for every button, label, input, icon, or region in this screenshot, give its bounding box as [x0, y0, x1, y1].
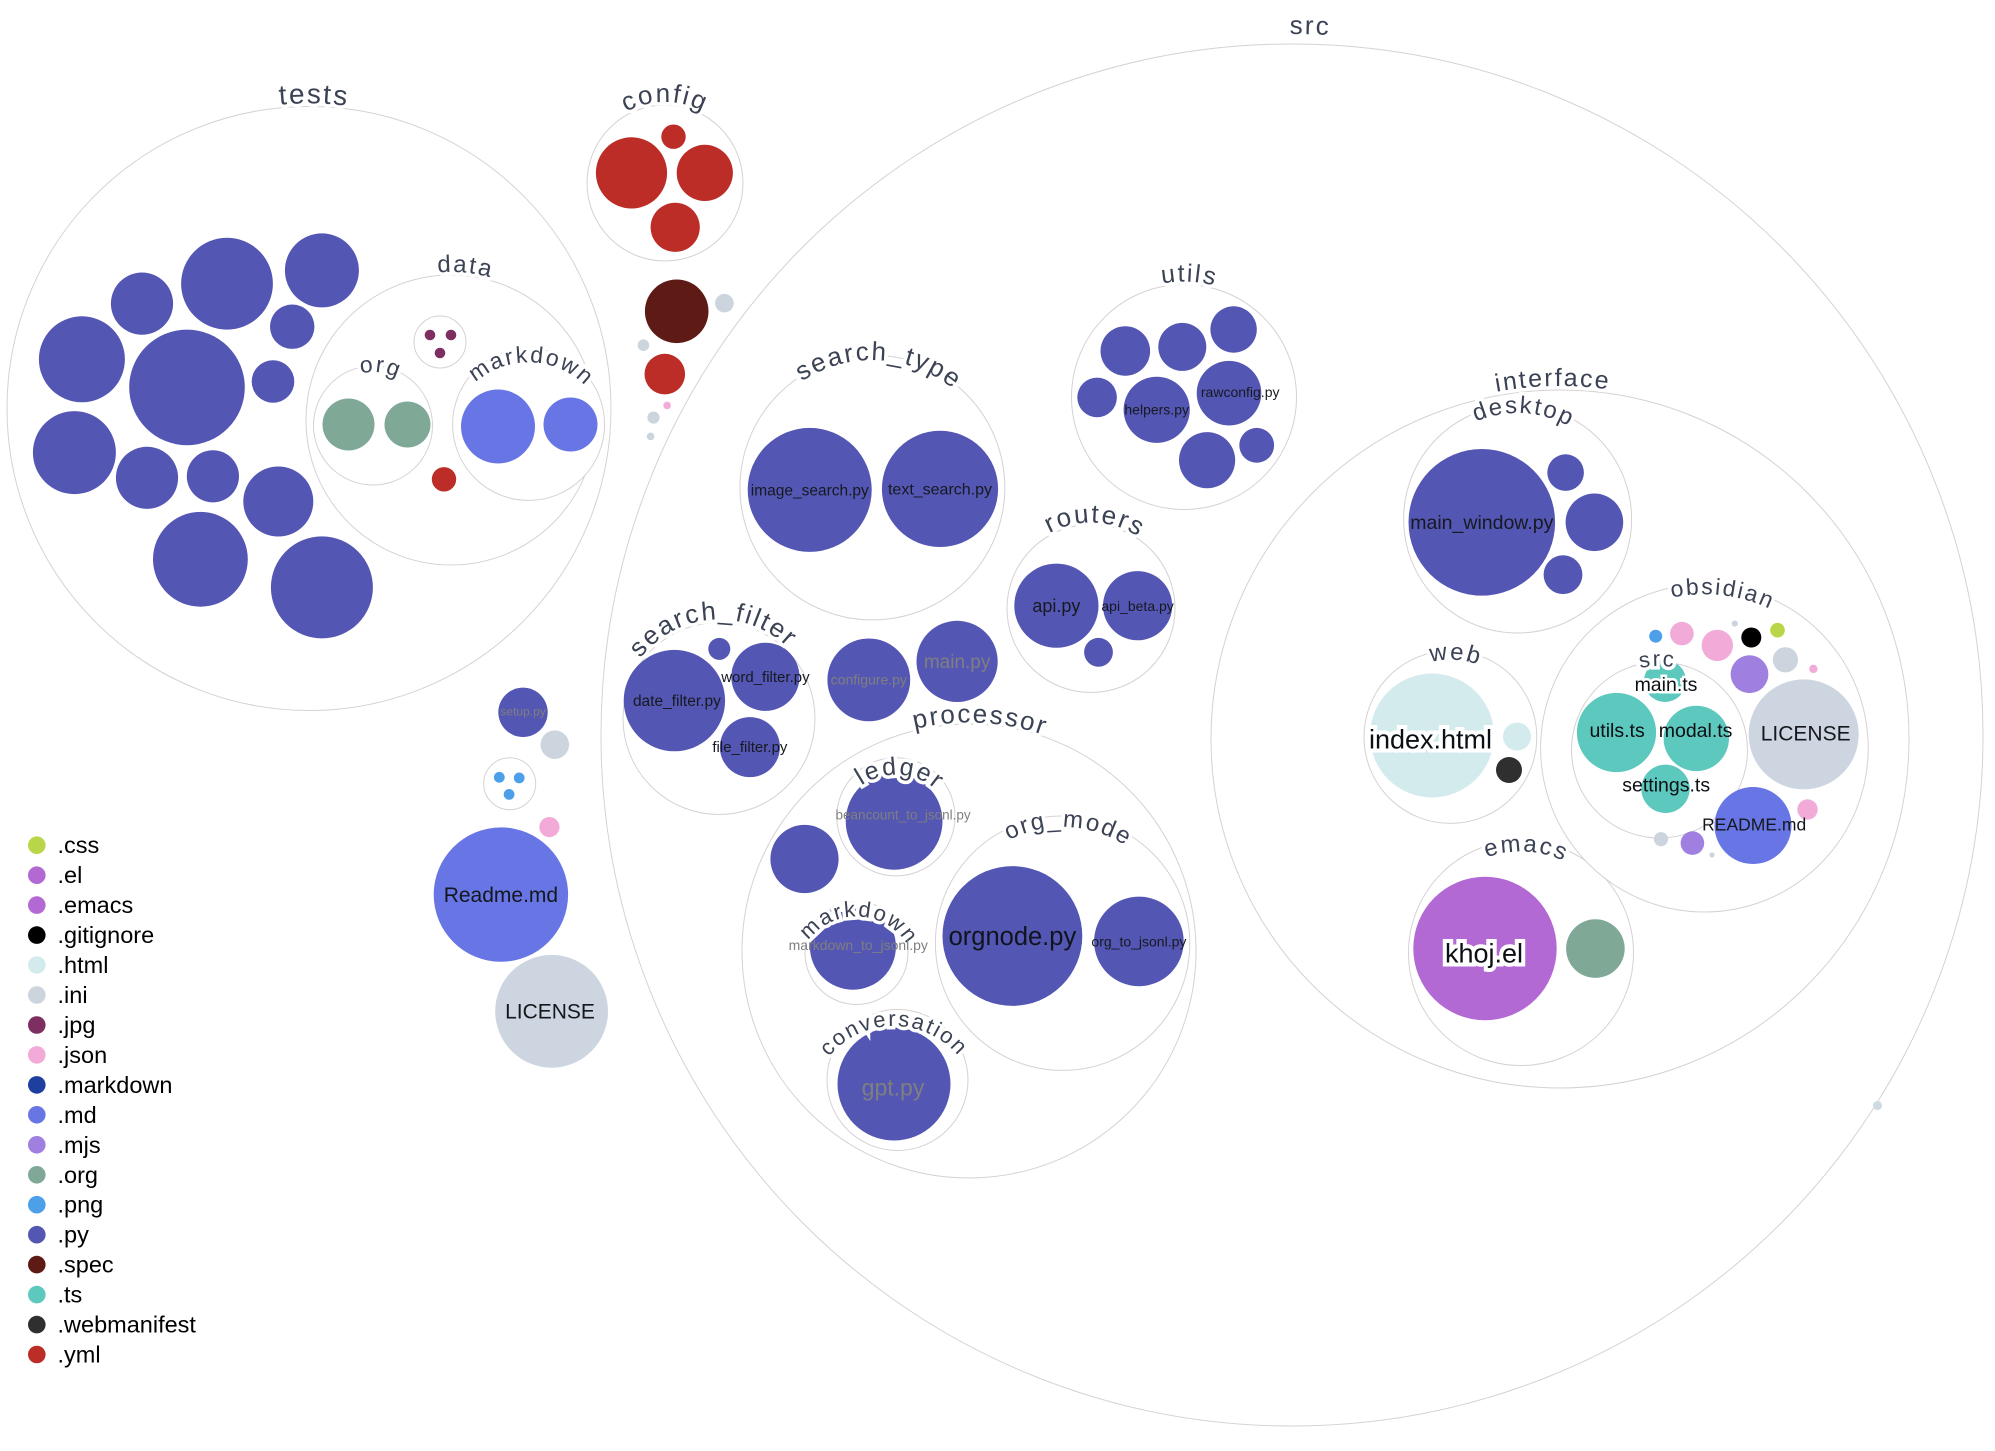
svg-text:tests: tests [277, 78, 351, 112]
svg-text:.json: .json [58, 1042, 108, 1068]
svg-text:file_filter.py: file_filter.py [712, 739, 788, 756]
svg-text:markdown_to_jsonl.py: markdown_to_jsonl.py [789, 937, 928, 953]
svg-text:LICENSE: LICENSE [1761, 723, 1851, 746]
svg-text:org_to_jsonl.py: org_to_jsonl.py [1091, 933, 1186, 949]
svg-text:api_beta.py: api_beta.py [1101, 598, 1173, 614]
svg-text:.md: .md [58, 1102, 97, 1128]
svg-text:utils: utils [1159, 259, 1220, 291]
svg-text:orgnode.py: orgnode.py [949, 923, 1077, 951]
svg-text:main_window.py: main_window.py [1410, 512, 1553, 534]
svg-text:text_search.py: text_search.py [888, 481, 992, 498]
svg-text:gpt.py: gpt.py [862, 1075, 925, 1101]
svg-text:utils.ts: utils.ts [1589, 720, 1645, 742]
svg-text:Readme.md: Readme.md [444, 884, 558, 907]
svg-text:beancount_to_jsonl.py: beancount_to_jsonl.py [836, 807, 971, 822]
svg-text:.spec: .spec [58, 1252, 114, 1278]
svg-text:.py: .py [58, 1222, 90, 1248]
svg-text:date_filter.py: date_filter.py [633, 693, 721, 710]
svg-text:.html: .html [58, 952, 109, 978]
svg-text:LICENSE: LICENSE [505, 1000, 595, 1023]
svg-text:api.py: api.py [1032, 596, 1080, 616]
svg-text:README.md: README.md [1702, 815, 1806, 835]
svg-text:.emacs: .emacs [58, 892, 134, 918]
svg-text:rawconfig.py: rawconfig.py [1201, 384, 1280, 400]
svg-text:setup.py: setup.py [500, 704, 545, 718]
svg-text:main.py: main.py [924, 652, 991, 673]
svg-text:.el: .el [58, 862, 83, 888]
svg-text:.org: .org [58, 1162, 99, 1188]
svg-text:.gitignore: .gitignore [58, 922, 155, 948]
svg-text:.ini: .ini [58, 982, 88, 1008]
svg-text:.mjs: .mjs [58, 1132, 101, 1158]
svg-text:image_search.py: image_search.py [751, 482, 869, 499]
svg-text:src: src [1290, 10, 1332, 41]
svg-text:.yml: .yml [58, 1342, 101, 1368]
svg-text:.markdown: .markdown [58, 1072, 173, 1098]
svg-text:modal.ts: modal.ts [1659, 720, 1733, 742]
svg-text:.png: .png [58, 1192, 104, 1218]
svg-text:word_filter.py: word_filter.py [720, 669, 810, 686]
svg-text:index.html: index.html [1369, 724, 1492, 754]
svg-text:settings.ts: settings.ts [1622, 775, 1710, 797]
svg-text:src: src [1637, 646, 1677, 673]
svg-text:helpers.py: helpers.py [1124, 402, 1189, 418]
svg-text:.ts: .ts [58, 1282, 83, 1308]
svg-text:main.ts: main.ts [1635, 674, 1698, 696]
svg-text:.webmanifest: .webmanifest [58, 1312, 197, 1338]
svg-text:.css: .css [58, 832, 100, 858]
svg-text:.jpg: .jpg [58, 1012, 96, 1038]
svg-text:configure.py: configure.py [831, 672, 907, 688]
svg-text:khoj.el: khoj.el [1445, 939, 1523, 969]
